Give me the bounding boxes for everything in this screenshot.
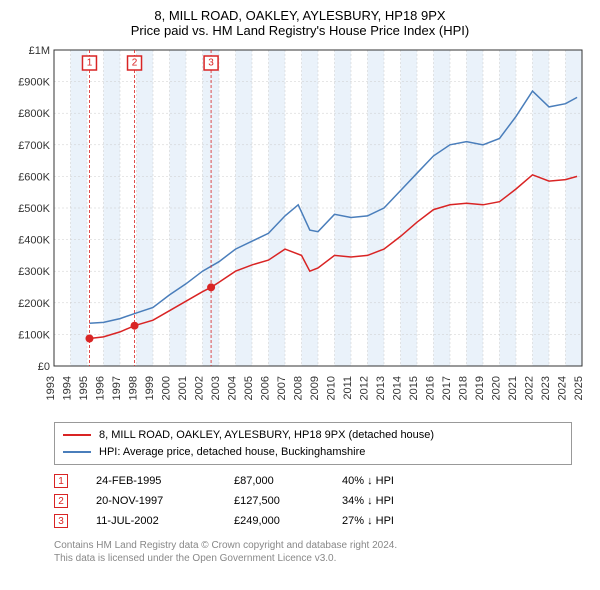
sale-delta: 40% ↓ HPI: [342, 475, 394, 487]
svg-text:2: 2: [132, 58, 138, 69]
svg-text:1994: 1994: [62, 376, 74, 400]
sale-delta: 27% ↓ HPI: [342, 515, 394, 527]
svg-text:2021: 2021: [507, 376, 519, 400]
svg-text:1996: 1996: [95, 376, 107, 400]
svg-text:2011: 2011: [342, 376, 354, 400]
sale-marker: 3: [54, 514, 68, 528]
svg-text:1998: 1998: [128, 376, 140, 400]
legend: 8, MILL ROAD, OAKLEY, AYLESBURY, HP18 9P…: [54, 422, 572, 465]
legend-item-price: 8, MILL ROAD, OAKLEY, AYLESBURY, HP18 9P…: [63, 427, 563, 444]
svg-text:£300K: £300K: [18, 266, 50, 278]
svg-text:2018: 2018: [458, 376, 470, 400]
svg-text:2005: 2005: [243, 376, 255, 400]
sales-table: 1 24-FEB-1995 £87,000 40% ↓ HPI 2 20-NOV-1997…: [54, 471, 572, 531]
svg-text:2013: 2013: [375, 376, 387, 400]
line-chart: £0 £100K £200K £300K £400K £500K £600K £700K £80…: [8, 44, 592, 414]
svg-text:1999: 1999: [144, 376, 156, 400]
svg-text:2012: 2012: [359, 376, 371, 400]
chart-title: 8, MILL ROAD, OAKLEY, AYLESBURY, HP18 9P…: [8, 8, 592, 23]
svg-text:2022: 2022: [524, 376, 536, 400]
legend-swatch-hpi: [63, 451, 91, 453]
svg-text:2004: 2004: [227, 376, 239, 400]
svg-text:2020: 2020: [491, 376, 503, 400]
sales-row: 3 11-JUL-2002 £249,000 27% ↓ HPI: [54, 511, 572, 531]
svg-text:2017: 2017: [441, 376, 453, 400]
svg-text:£800K: £800K: [18, 108, 50, 120]
sale-date: 24-FEB-1995: [96, 475, 206, 487]
svg-text:2002: 2002: [194, 376, 206, 400]
sales-row: 1 24-FEB-1995 £87,000 40% ↓ HPI: [54, 471, 572, 491]
svg-text:£400K: £400K: [18, 235, 50, 247]
svg-text:2025: 2025: [573, 376, 585, 400]
sale-price: £249,000: [234, 515, 314, 527]
svg-text:2006: 2006: [260, 376, 272, 400]
sale-price: £87,000: [234, 475, 314, 487]
svg-text:£0: £0: [38, 361, 50, 373]
svg-text:1995: 1995: [78, 376, 90, 400]
sale-marker: 2: [54, 494, 68, 508]
svg-text:1: 1: [87, 58, 93, 69]
chart-subtitle: Price paid vs. HM Land Registry's House …: [8, 23, 592, 38]
svg-text:2014: 2014: [392, 376, 404, 400]
svg-text:2007: 2007: [276, 376, 288, 400]
svg-text:2015: 2015: [408, 376, 420, 400]
svg-text:£1M: £1M: [29, 45, 50, 57]
svg-text:1993: 1993: [45, 376, 57, 400]
footnote-line2: This data is licensed under the Open Gov…: [54, 552, 572, 565]
sale-price: £127,500: [234, 495, 314, 507]
legend-label-hpi: HPI: Average price, detached house, Buck…: [99, 444, 365, 461]
svg-text:2003: 2003: [210, 376, 222, 400]
legend-swatch-price: [63, 434, 91, 436]
svg-text:2001: 2001: [177, 376, 189, 400]
svg-text:2016: 2016: [425, 376, 437, 400]
sale-delta: 34% ↓ HPI: [342, 495, 394, 507]
svg-text:2008: 2008: [293, 376, 305, 400]
svg-text:2009: 2009: [309, 376, 321, 400]
footnote: Contains HM Land Registry data © Crown c…: [54, 539, 572, 565]
svg-text:1997: 1997: [111, 376, 123, 400]
svg-text:2024: 2024: [557, 376, 569, 400]
footnote-line1: Contains HM Land Registry data © Crown c…: [54, 539, 572, 552]
chart-area: £0 £100K £200K £300K £400K £500K £600K £700K £80…: [8, 44, 592, 414]
svg-text:2010: 2010: [326, 376, 338, 400]
svg-text:£500K: £500K: [18, 203, 50, 215]
sale-date: 20-NOV-1997: [96, 495, 206, 507]
svg-text:3: 3: [208, 58, 214, 69]
svg-text:£900K: £900K: [18, 77, 50, 89]
svg-text:2019: 2019: [474, 376, 486, 400]
svg-text:£600K: £600K: [18, 171, 50, 183]
legend-item-hpi: HPI: Average price, detached house, Buck…: [63, 444, 563, 461]
svg-text:2000: 2000: [161, 376, 173, 400]
sale-marker: 1: [54, 474, 68, 488]
sale-date: 11-JUL-2002: [96, 515, 206, 527]
sales-row: 2 20-NOV-1997 £127,500 34% ↓ HPI: [54, 491, 572, 511]
svg-text:£100K: £100K: [18, 329, 50, 341]
svg-text:£200K: £200K: [18, 298, 50, 310]
legend-label-price: 8, MILL ROAD, OAKLEY, AYLESBURY, HP18 9P…: [99, 427, 434, 444]
svg-text:£700K: £700K: [18, 140, 50, 152]
svg-text:2023: 2023: [540, 376, 552, 400]
